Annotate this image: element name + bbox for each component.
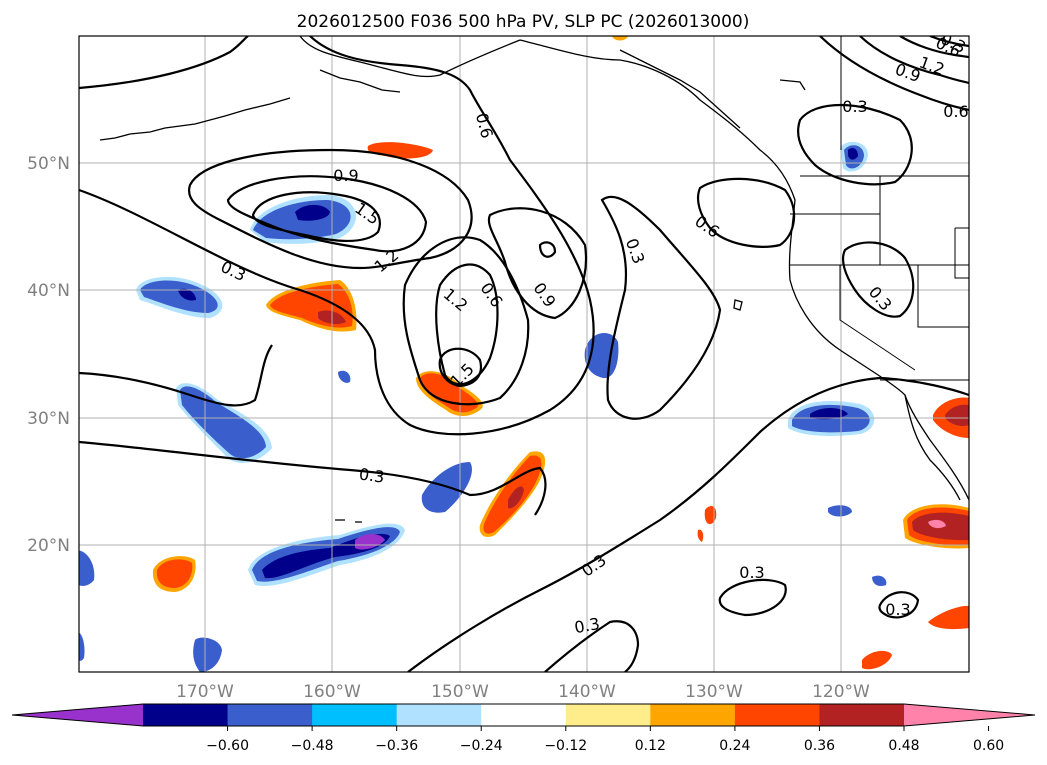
colorbar-segment: [565, 704, 651, 726]
slp-contours: [79, 36, 969, 672]
colorbar-tick-label: −0.60: [206, 738, 249, 754]
colorbar-extend-low: [12, 704, 143, 726]
lat-tick-labels: 50°N 40°N 30°N 20°N: [27, 154, 70, 556]
colorbar-segment: [143, 704, 229, 726]
lat-tick-label: 20°N: [27, 536, 70, 556]
colorbar-tick-label: 0.24: [719, 738, 750, 754]
contour-label: 0.3: [358, 464, 386, 486]
colorbar: −0.60 −0.48 −0.36 −0.24 −0.12 0.12 0.24 0.36 0.4…: [11, 703, 1036, 754]
colorbar-extend-high: [904, 704, 1035, 726]
lon-tick-label: 120°W: [812, 682, 870, 702]
lat-tick-label: 30°N: [27, 409, 70, 429]
colorbar-segment: [227, 704, 313, 726]
colorbar-segment: [312, 704, 398, 726]
map-frame: [78, 35, 970, 673]
colorbar-segment: [481, 704, 567, 726]
lon-tick-label: 170°W: [176, 682, 234, 702]
colorbar-tick-label: 0.36: [804, 738, 835, 754]
colorbar-segment: [819, 704, 905, 726]
colorbar-tick-label: 0.12: [635, 738, 666, 754]
colorbar-tick-label: 0.60: [973, 738, 1004, 754]
colorbar-tick-label: −0.24: [460, 738, 503, 754]
contour-label: 0.6: [943, 102, 968, 121]
contour-label: 0.3: [842, 97, 867, 116]
colorbar-segment: [734, 704, 820, 726]
positive-pv-region: [152, 556, 196, 592]
contour-label: 0.9: [333, 166, 358, 185]
contour-label: 0.3: [885, 600, 910, 619]
negative-pv-region: [136, 276, 223, 318]
negative-pv-region: [176, 383, 272, 463]
map-panel: 0.9 1.5 1.2 0.3 0.6 1.2 0.6 0.9 1.5 0.6 …: [78, 35, 970, 673]
lon-tick-labels: 170°W 160°W 150°W 140°W 130°W 120°W: [176, 682, 870, 702]
positive-pv-region: [903, 504, 969, 549]
negative-pv-region: [788, 401, 875, 436]
colorbar-segment: [650, 704, 736, 726]
lon-tick-label: 140°W: [558, 682, 616, 702]
lat-tick-label: 40°N: [27, 281, 70, 301]
colorbar-outline: [11, 703, 1036, 727]
colorbar-segment: [396, 704, 482, 726]
colorbar-tick-label: −0.36: [375, 738, 418, 754]
lon-tick-label: 130°W: [685, 682, 743, 702]
colorbar-tick-label: −0.12: [544, 738, 587, 754]
lon-tick-label: 150°W: [431, 682, 489, 702]
lat-tick-label: 50°N: [27, 154, 70, 174]
colorbar-tick-label: 0.48: [888, 738, 919, 754]
contour-label: 0.3: [573, 614, 601, 637]
map-title: 2026012500 F036 500 hPa PV, SLP PC (2026…: [297, 12, 750, 32]
lon-tick-label: 160°W: [303, 682, 361, 702]
colorbar-tick-label: −0.48: [291, 738, 334, 754]
contour-label: 0.3: [739, 563, 764, 582]
positive-pv-region: [479, 451, 546, 537]
pv-shading: [79, 36, 969, 672]
